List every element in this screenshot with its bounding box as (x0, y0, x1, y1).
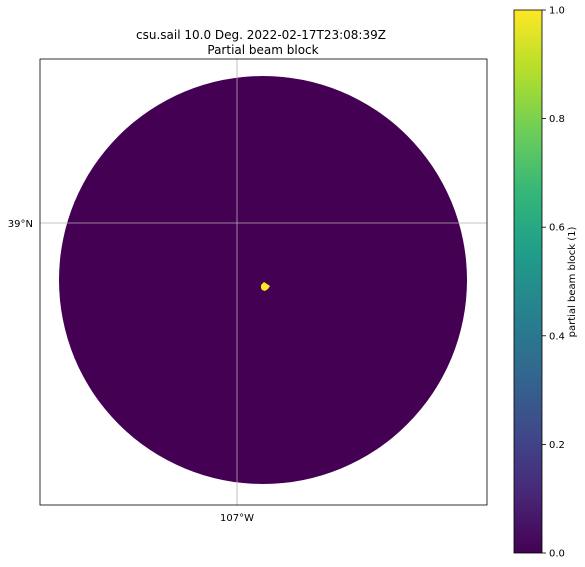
lon-label-107w: 107°W (220, 513, 254, 524)
map-frame (39, 58, 488, 506)
lat-label-39n: 39°N (8, 219, 33, 230)
colorbar-tick-label: 0.6 (549, 223, 565, 234)
beam-block-hotspot (261, 282, 270, 291)
colorbar-tick-label: 0.4 (549, 331, 565, 342)
colorbar: 0.0 0.2 0.4 0.6 0.8 1.0 partial beam block (1… (513, 6, 578, 560)
title-line-1: csu.sail 10.0 Deg. 2022-02-17T23:08:39Z (136, 28, 386, 42)
map-axes (40, 59, 487, 505)
colorbar-tick-label: 0.2 (549, 440, 565, 451)
colorbar-bar (514, 10, 542, 553)
title-line-2: Partial beam block (207, 43, 318, 57)
colorbar-tick-label: 0.8 (549, 114, 565, 125)
colorbar-tick-label: 0.0 (549, 549, 565, 560)
colorbar-frame (513, 9, 543, 554)
colorbar-label: partial beam block (1) (567, 227, 578, 338)
colorbar-ticks: 0.0 0.2 0.4 0.6 0.8 1.0 (542, 6, 565, 560)
colorbar-tick-label: 1.0 (549, 6, 565, 17)
radar-coverage-disk (59, 76, 467, 484)
